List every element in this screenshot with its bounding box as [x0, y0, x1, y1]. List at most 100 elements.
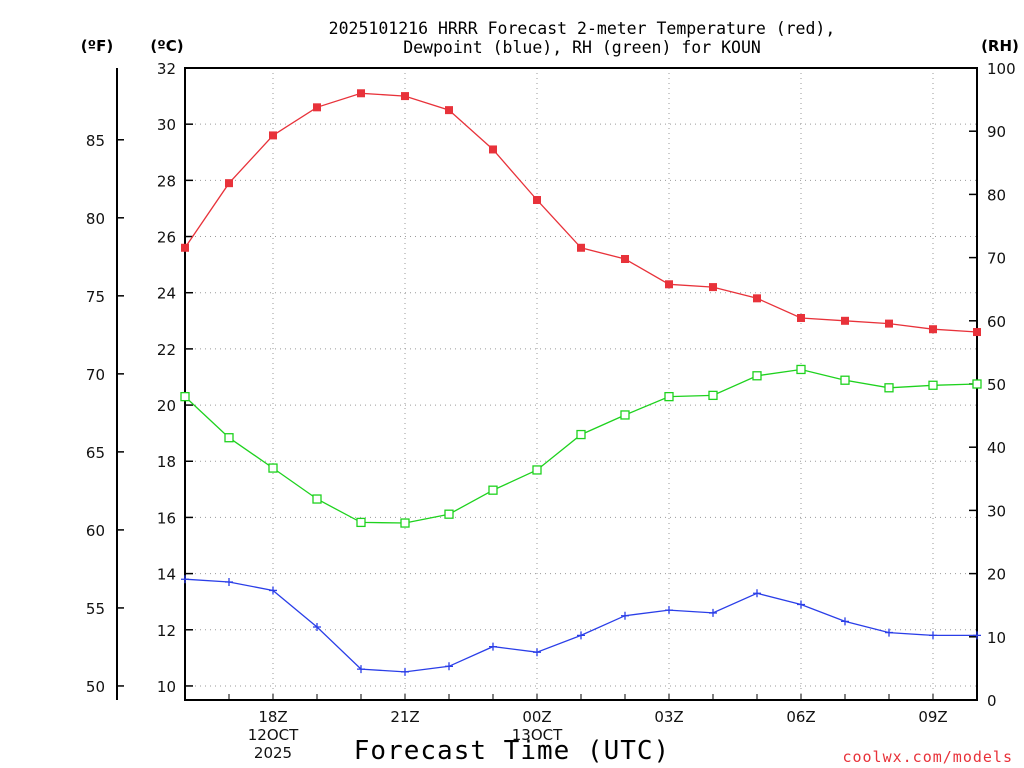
rh-point	[620, 410, 630, 420]
rh-point	[312, 494, 322, 504]
celsius-tick-label: 20	[157, 397, 176, 415]
rh-point	[840, 375, 850, 385]
x-axis-label: Forecast Time (UTC)	[354, 736, 670, 766]
rh-point	[884, 383, 894, 393]
rh-tick-label: 20	[987, 566, 1006, 584]
fahrenheit-tick-label: 75	[86, 288, 105, 306]
temperature-point	[841, 316, 849, 325]
temperature-point	[445, 106, 453, 115]
rh-point	[664, 391, 674, 402]
rh-tick-label: 30	[987, 502, 1006, 520]
dewpoint-point	[841, 617, 849, 626]
rh-point	[752, 371, 762, 381]
dewpoint-point	[445, 662, 453, 671]
temperature-line	[184, 92, 978, 333]
dewpoint-point	[797, 600, 805, 609]
temperature-point	[797, 313, 805, 322]
chart-title-line-1: 2025101216 HRRR Forecast 2-meter Tempera…	[329, 19, 836, 38]
celsius-tick-label: 22	[157, 341, 176, 359]
rh-point	[488, 485, 498, 495]
grid-layer	[185, 68, 977, 700]
celsius-tick-label: 24	[157, 285, 176, 303]
fahrenheit-tick-label: 65	[86, 444, 105, 462]
time-tick-label: 06Z	[786, 708, 815, 726]
celsius-tick-label: 14	[157, 566, 176, 584]
rh-tick-label: 10	[987, 629, 1006, 647]
rh-point	[708, 390, 718, 401]
fahrenheit-tick-label: 60	[86, 522, 105, 540]
temperature-point	[621, 255, 629, 264]
fahrenheit-tick-label: 80	[86, 210, 105, 228]
dewpoint-line	[184, 578, 977, 673]
temperature-point	[577, 243, 585, 252]
temperature-point	[269, 131, 277, 140]
temperature-point	[401, 92, 409, 101]
time-tick-label: 03Z	[654, 708, 683, 726]
rh-point	[576, 429, 586, 440]
temperature-point	[929, 325, 937, 334]
rh-point	[224, 433, 234, 443]
dewpoint-point	[401, 667, 409, 676]
celsius-tick-label: 28	[157, 172, 176, 190]
series-layer	[180, 89, 982, 676]
fahrenheit-tick-label: 85	[86, 132, 105, 150]
rh-point	[400, 518, 410, 528]
celsius-tick-label: 16	[157, 509, 176, 527]
dewpoint-point	[621, 611, 629, 620]
rh-tick-label: 90	[987, 123, 1006, 141]
fahrenheit-tick-label: 55	[86, 600, 105, 618]
rh-tick-label: 50	[987, 376, 1006, 394]
celsius-unit-label: (ºC)	[150, 37, 183, 55]
chart-title-line-2: Dewpoint (blue), RH (green) for KOUN	[403, 38, 761, 57]
credit-text: coolwx.com/models	[842, 748, 1013, 766]
rh-tick-label: 100	[987, 60, 1016, 78]
plot-frame	[184, 67, 978, 701]
dewpoint-point	[489, 642, 497, 651]
fahrenheit-tick-label: 70	[86, 366, 105, 384]
temperature-point	[489, 145, 497, 154]
rh-tick-label: 0	[987, 692, 997, 710]
rh-tick-label: 40	[987, 439, 1006, 457]
temperature-point	[225, 179, 233, 188]
rh-tick-label: 70	[987, 250, 1006, 268]
time-tick-label: 00Z	[522, 708, 551, 726]
temperature-point	[357, 89, 365, 98]
dewpoint-point	[577, 631, 585, 640]
celsius-tick-label: 10	[157, 678, 176, 696]
rh-tick-label: 60	[987, 313, 1006, 331]
time-tick-label: 09Z	[918, 708, 947, 726]
dewpoint-point	[885, 628, 893, 637]
time-tick-label: 2025	[254, 744, 292, 762]
time-tick-label: 12OCT	[248, 726, 299, 744]
temperature-point	[181, 243, 189, 252]
rh-point	[356, 517, 366, 528]
rh-point	[972, 379, 982, 389]
rh-line	[184, 368, 978, 524]
dewpoint-point	[225, 578, 233, 587]
rh-point	[532, 465, 542, 475]
temperature-point	[533, 196, 541, 205]
rh-point	[928, 380, 938, 390]
temperature-point	[973, 328, 981, 337]
celsius-tick-label: 30	[157, 116, 176, 134]
temperature-point	[313, 103, 321, 112]
dewpoint-point	[665, 606, 673, 615]
rh-point	[444, 509, 454, 519]
rh-point	[268, 463, 278, 473]
temperature-point	[885, 319, 893, 328]
rh-point	[180, 391, 190, 402]
fahrenheit-tick-label: 50	[86, 678, 105, 696]
dewpoint-point	[973, 631, 981, 640]
dewpoint-point	[357, 665, 365, 674]
dewpoint-point	[533, 648, 541, 657]
temperature-point	[665, 280, 673, 289]
rh-tick-label: 80	[987, 186, 1006, 204]
dewpoint-point	[313, 622, 321, 631]
temperature-point	[753, 294, 761, 303]
time-tick-label: 13OCT	[512, 726, 563, 744]
celsius-tick-label: 12	[157, 622, 176, 640]
dewpoint-point	[269, 586, 277, 595]
time-tick-label: 21Z	[390, 708, 419, 726]
